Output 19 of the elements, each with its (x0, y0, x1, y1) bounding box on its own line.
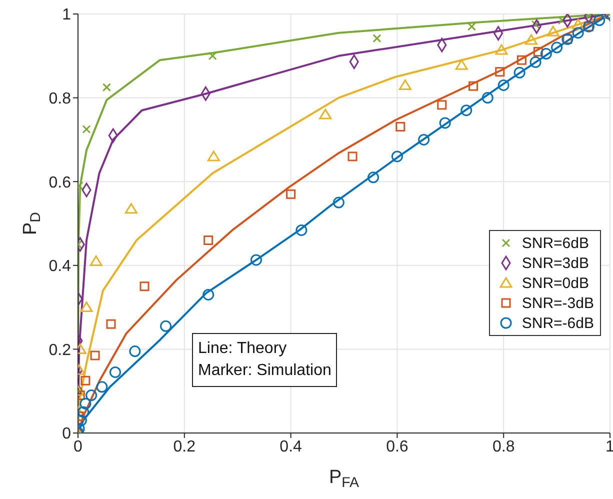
annotation: Marker: Simulation (198, 361, 332, 381)
x-tick-label: 0.8 (492, 438, 515, 456)
x-tick-label: 0.2 (173, 438, 196, 456)
y-tick-label: 0.4 (48, 258, 72, 276)
x-axis-title: P$_{FA}$ (328, 467, 360, 492)
x-tick-label: 0 (74, 438, 83, 456)
x-tick-label: 0.6 (386, 438, 408, 456)
x-tick-label: 0.4 (280, 438, 302, 456)
legend-label: SNR=-6dB (522, 314, 594, 332)
y-tick-label: 0.8 (48, 90, 72, 108)
legend-label: SNR=6dB (522, 234, 589, 252)
annotation: Line: Theory (198, 339, 288, 359)
y-tick-label: 0 (62, 426, 72, 443)
legend-label: SNR=-3dB (522, 294, 594, 312)
legend-label: SNR=3dB (522, 254, 589, 272)
legend-label: SNR=0dB (522, 274, 589, 292)
y-tick-label: 0.2 (48, 342, 72, 359)
y-tick-label: 1 (62, 6, 72, 24)
y-tick-label: 0.6 (48, 174, 72, 192)
